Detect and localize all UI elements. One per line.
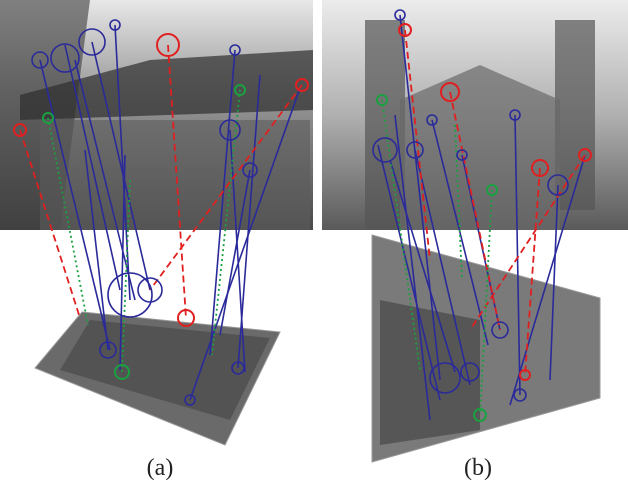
tower (555, 20, 595, 210)
figure: (a) (0, 0, 628, 489)
warped-detail (380, 300, 480, 445)
panel-b: (b) (322, 0, 628, 481)
panel-label: (a) (147, 455, 174, 481)
panel-a: (a) (0, 0, 313, 481)
panel-label: (b) (464, 455, 492, 481)
